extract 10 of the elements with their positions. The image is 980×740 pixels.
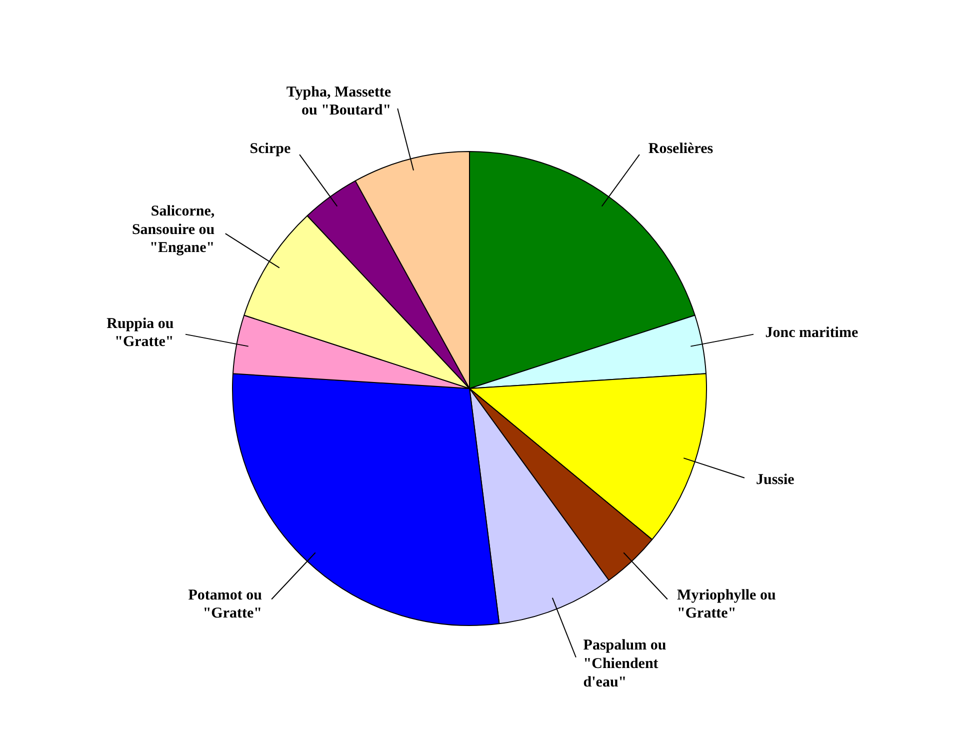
slice-label: Roselières — [648, 140, 714, 157]
slice-label: Scirpe — [250, 140, 291, 157]
slice-label: Jonc maritime — [765, 324, 858, 341]
slice-label: Ruppia ou "Gratte" — [106, 316, 174, 350]
slice-label: Myriophylle ou "Gratte" — [677, 587, 776, 622]
slice-label: Typha, Massette ou "Boutard" — [286, 84, 392, 119]
slice-label: Paspalum ou "Chiendent d'eau" — [583, 638, 666, 690]
slice-label: Salicorne, Sansouire ou "Engane" — [132, 203, 215, 256]
slice-label: Jussie — [756, 472, 795, 488]
slice-label: Potamot ou "Gratte" — [188, 587, 262, 622]
